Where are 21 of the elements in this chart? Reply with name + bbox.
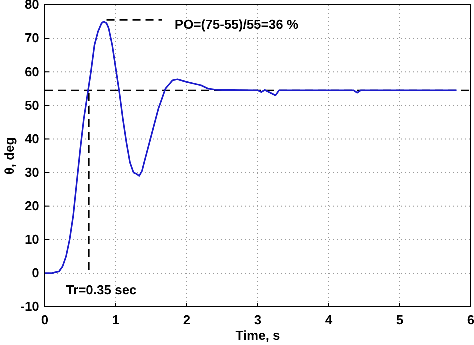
y-axis-title: θ, deg [2,137,17,175]
y-tick-label: 70 [24,30,40,46]
y-tick-label: 10 [24,232,40,248]
x-tick-label: 3 [254,312,262,328]
x-tick-label: 2 [183,312,191,328]
x-tick-label: 6 [467,312,474,328]
x-tick-label: 0 [41,312,49,328]
y-tick-label: 20 [24,198,40,214]
y-tick-label: 30 [24,164,40,180]
y-tick-label: 50 [24,98,40,113]
y-tick-label: 60 [24,64,40,80]
y-tick-label: 80 [24,0,40,12]
y-tick-label: 40 [24,131,40,146]
y-tick-label: 0 [32,266,40,281]
x-tick-label: 4 [325,312,334,328]
annotation: PO=(75-55)/55=36 % [174,17,299,32]
x-tick-label: 1 [112,312,120,328]
x-axis-title: Time, s [236,328,280,343]
y-tick-label: -10 [20,299,40,314]
annotation: Tr=0.35 sec [66,282,137,298]
x-tick-label: 5 [396,312,404,328]
